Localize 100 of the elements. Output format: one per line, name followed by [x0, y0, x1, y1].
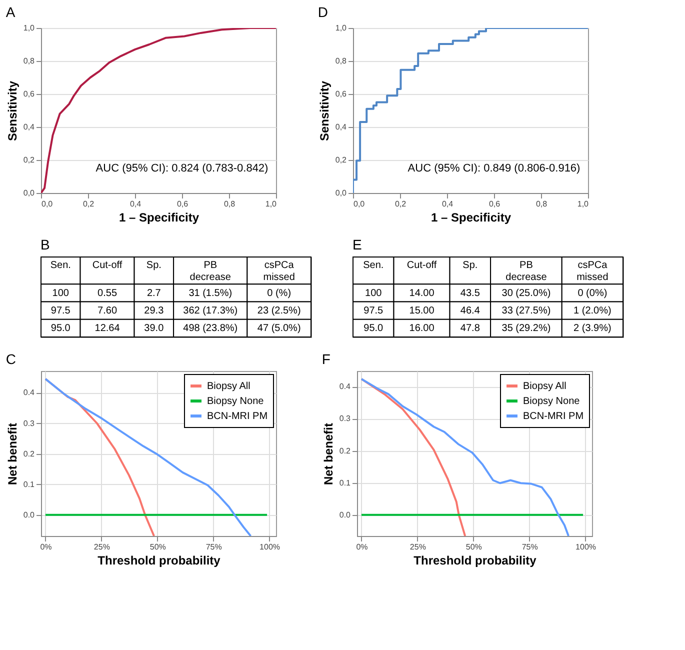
text: 0 (%)	[267, 288, 292, 299]
category-label: PB decrease	[190, 260, 232, 283]
y-tick-label: 0,8	[23, 56, 36, 66]
x-tick-label: 75%	[522, 542, 538, 552]
category-label: Sp.	[462, 260, 478, 271]
text: 30 (25.0%)	[502, 288, 551, 299]
y-axis-title: Net benefit	[321, 422, 336, 486]
text: 43.5	[460, 288, 480, 299]
legend-label: BCN-MRI PM	[523, 411, 584, 422]
y-tick-label: 0.3	[23, 418, 36, 428]
y-tick-label: 1,0	[335, 24, 348, 32]
y-tick-label: 0,6	[23, 90, 36, 98]
text: 498 (23.8%)	[183, 323, 238, 334]
chart-title: A	[6, 4, 16, 20]
y-tick-label: 0.1	[339, 478, 352, 488]
text: 46.4	[460, 306, 480, 317]
y-tick-label: 0,2	[23, 156, 36, 164]
x-tick-label: 0,6	[488, 200, 501, 208]
text: 15.00	[409, 306, 434, 317]
category-label: Cut-off	[406, 260, 437, 271]
y-axis-title: Sensitivity	[317, 80, 332, 142]
text: 29.3	[144, 306, 164, 317]
text: 16.00	[409, 323, 434, 334]
annotation: AUC (95% CI): 0.849 (0.806-0.916)	[408, 162, 580, 174]
x-tick-label: 0%	[356, 542, 368, 552]
category-label: Cut-off	[92, 260, 122, 271]
text: 33 (27.5%)	[502, 306, 551, 317]
annotation: AUC (95% CI): 0.824 (0.783-0.842)	[96, 162, 268, 174]
x-tick-label: 100%	[260, 542, 280, 552]
y-tick-label: 1,0	[23, 24, 36, 32]
x-tick-label: 0,0	[42, 200, 54, 208]
x-tick-label: 0,4	[442, 200, 454, 208]
x-axis-title: 1 – Specificity	[430, 210, 512, 224]
x-axis-title: Threshold probability	[414, 554, 537, 568]
chart-title: F	[322, 351, 330, 367]
text: 362 (17.3%)	[183, 306, 238, 317]
text: 14.00	[409, 288, 434, 299]
x-tick-label: 25%	[410, 542, 426, 552]
y-tick-label: 0,0	[335, 188, 348, 198]
text: 2 (3.9%)	[574, 323, 612, 334]
text: 12.64	[94, 323, 120, 334]
category-label: Sen.	[363, 260, 384, 271]
text: 31 (1.5%)	[188, 288, 232, 299]
y-axis-title: Net benefit	[5, 422, 20, 486]
legend-label: Biopsy None	[207, 396, 264, 407]
x-tick-label: 0,4	[130, 200, 142, 208]
x-tick-label: 1,0	[577, 200, 590, 208]
y-tick-label: 0,0	[23, 188, 36, 198]
y-tick-label: 0.2	[339, 446, 352, 456]
text: 35 (29.2%)	[502, 323, 551, 334]
y-axis-title: Sensitivity	[5, 80, 20, 142]
x-tick-label: 0%	[40, 542, 52, 552]
text: 39.0	[144, 323, 164, 334]
x-axis-title: 1 – Specificity	[118, 210, 200, 224]
text: 47.8	[460, 323, 480, 334]
text: 100	[365, 288, 382, 299]
text: 23 (2.5%)	[257, 306, 301, 317]
chart-title: C	[6, 351, 16, 367]
text: 0.55	[98, 288, 118, 299]
text: 97.5	[50, 306, 70, 317]
category-label: csPCa missed	[263, 260, 295, 283]
legend-label: Biopsy None	[523, 396, 580, 407]
x-tick-label: 0,6	[176, 200, 189, 208]
y-tick-label: 0,4	[335, 122, 348, 132]
y-tick-label: 0.0	[339, 510, 352, 520]
category-label: csPCa missed	[576, 260, 608, 283]
chart-title: D	[318, 4, 328, 20]
text: 100	[52, 288, 69, 299]
category-label: Sen.	[50, 260, 71, 271]
y-tick-label: 0.3	[339, 414, 352, 424]
x-tick-label: 100%	[576, 542, 596, 552]
y-tick-label: 0.4	[23, 388, 36, 398]
text: 0 (0%)	[578, 288, 608, 299]
x-tick-label: 50%	[150, 542, 166, 552]
x-tick-label: 75%	[206, 542, 222, 552]
x-tick-label: 1,0	[265, 200, 278, 208]
x-tick-label: 0,8	[536, 200, 548, 208]
x-tick-label: 0,8	[224, 200, 236, 208]
x-tick-label: 0,2	[82, 200, 95, 208]
x-axis-title: Threshold probability	[98, 554, 221, 568]
y-tick-label: 0.1	[23, 480, 36, 489]
text: 95.0	[50, 323, 70, 334]
x-tick-label: 50%	[466, 542, 482, 552]
text: E	[352, 236, 362, 252]
line-series	[360, 378, 466, 536]
text: 2.7	[146, 288, 161, 299]
y-tick-label: 0.4	[339, 382, 352, 392]
text: 1 (2.0%)	[574, 306, 612, 317]
y-tick-label: 0.0	[23, 510, 36, 520]
text: 97.5	[364, 306, 384, 317]
y-tick-label: 0,4	[23, 122, 36, 132]
text: 47 (5.0%)	[257, 323, 301, 334]
y-tick-label: 0,8	[335, 56, 348, 66]
text: B	[40, 236, 50, 252]
y-tick-label: 0,2	[335, 156, 348, 164]
x-tick-label: 0,2	[394, 200, 407, 208]
legend-label: BCN-MRI PM	[207, 411, 268, 422]
y-tick-label: 0.2	[23, 449, 36, 458]
category-label: Sp.	[146, 260, 162, 271]
category-label: PB decrease	[506, 260, 548, 283]
